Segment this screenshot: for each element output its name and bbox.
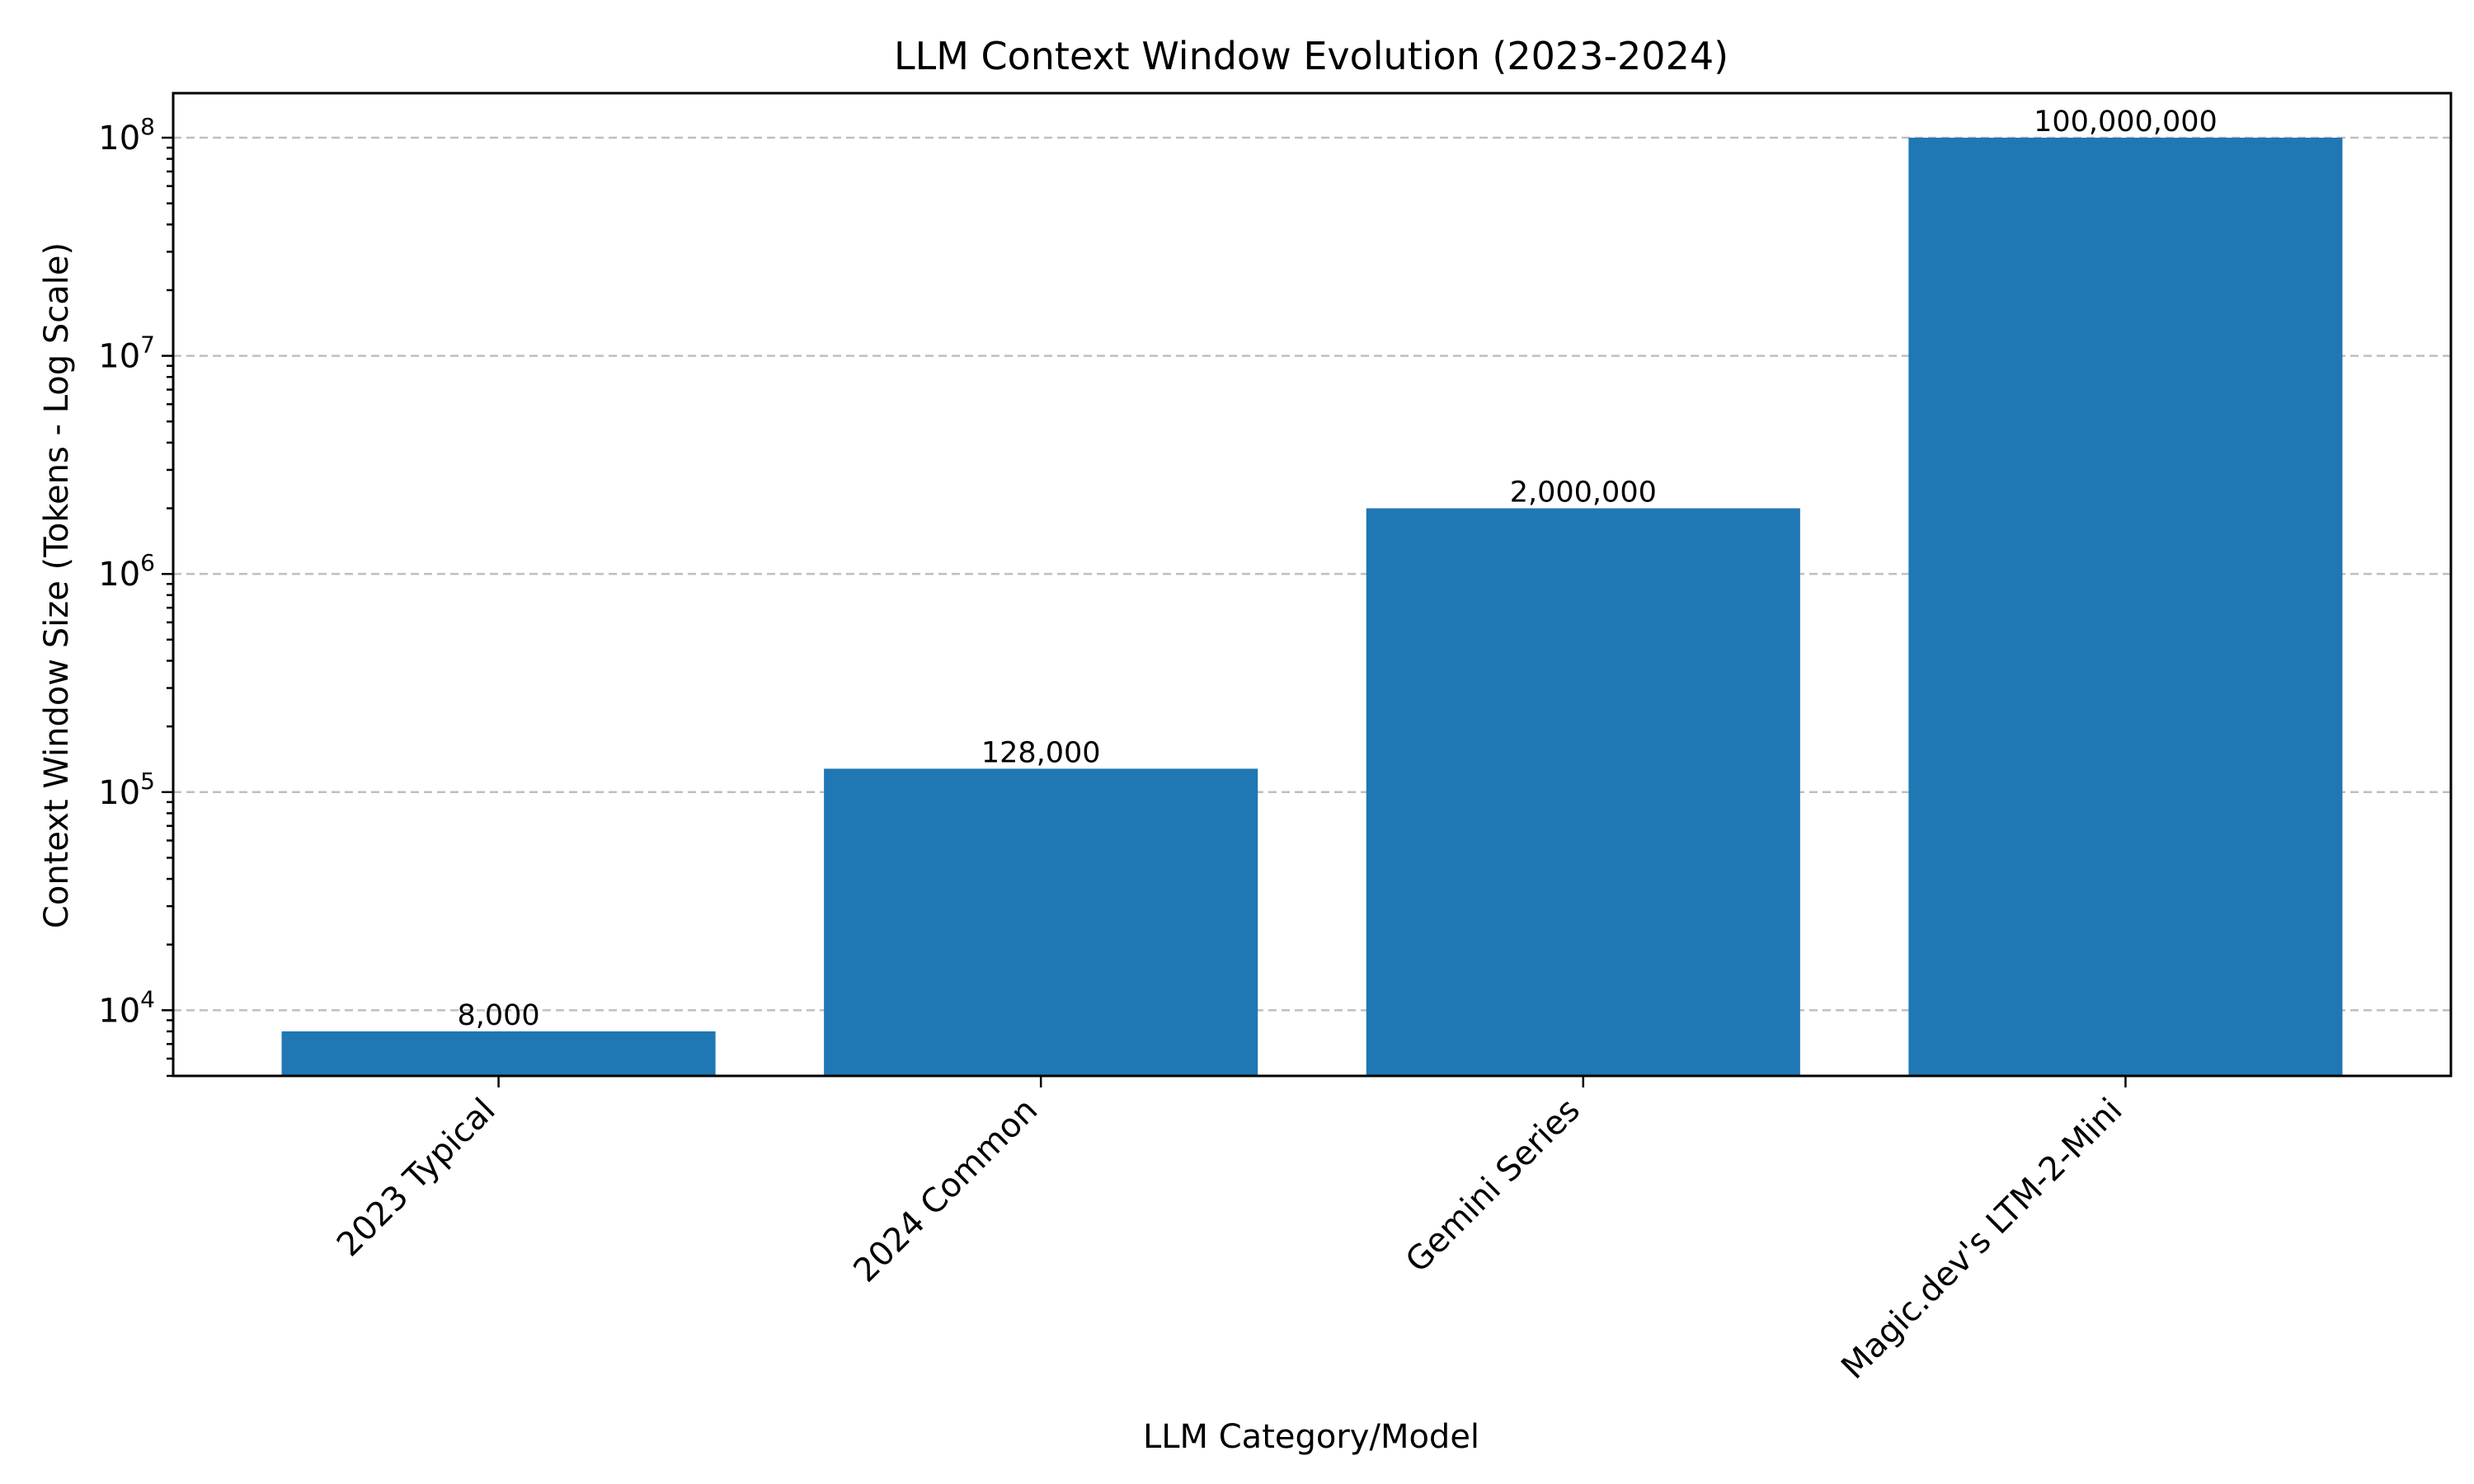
y-axis: 104 105 106 107 108 <box>98 113 173 1078</box>
y-tick-label: 105 <box>98 768 155 812</box>
bar <box>1908 138 2343 1076</box>
bar <box>824 768 1258 1076</box>
bar-value-label: 8,000 <box>457 999 539 1032</box>
y-tick-label: 106 <box>98 549 155 594</box>
bar-value-label: 100,000,000 <box>2034 106 2218 139</box>
y-axis-label: Context Window Size (Tokens - Log Scale) <box>38 242 76 928</box>
bars <box>281 138 2343 1076</box>
y-tick-label: 107 <box>98 331 155 376</box>
bar-value-label: 2,000,000 <box>1510 477 1657 510</box>
bar-value-label: 128,000 <box>981 736 1101 769</box>
y-gridlines <box>173 136 2451 1012</box>
bar <box>1366 508 1800 1076</box>
chart-title: LLM Context Window Evolution (2023-2024) <box>894 34 1729 78</box>
bar <box>281 1031 716 1076</box>
y-tick-label: 108 <box>98 113 155 157</box>
y-tick-label: 104 <box>98 985 155 1030</box>
data-labels: 8,000 128,000 2,000,000 100,000,000 <box>457 106 2217 1032</box>
x-axis-label: LLM Category/Model <box>1143 1418 1479 1456</box>
